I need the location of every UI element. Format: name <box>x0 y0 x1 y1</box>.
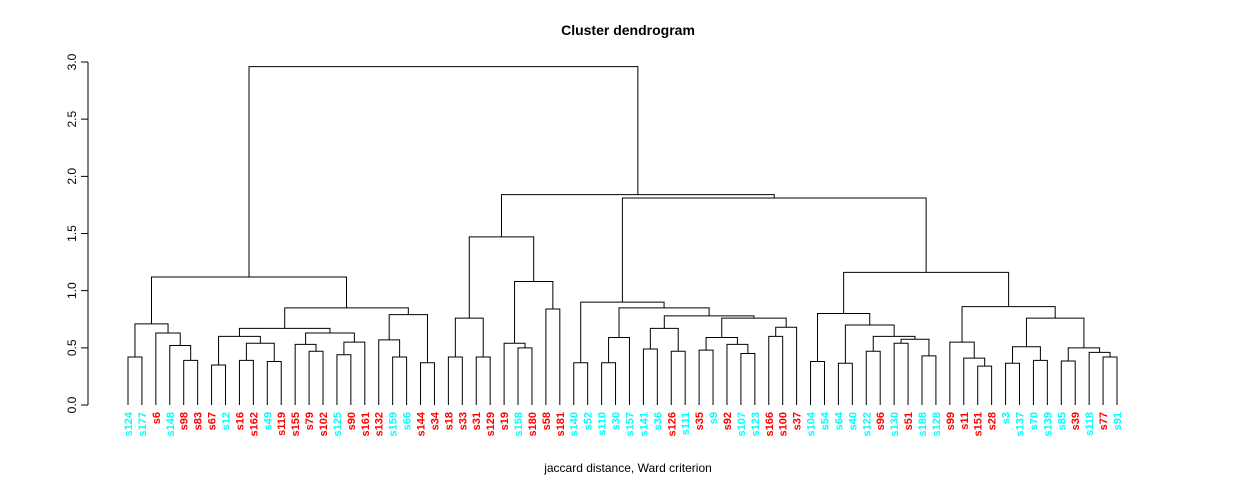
leaf-label: s85 <box>1056 412 1068 430</box>
leaf-label: s90 <box>346 412 358 430</box>
leaf-label: s39 <box>1070 412 1082 430</box>
leaf-label: s19 <box>499 412 511 430</box>
y-tick-label: 2.0 <box>65 168 79 185</box>
x-axis-label: jaccard distance, Ward criterion <box>544 461 712 475</box>
leaf-label: s51 <box>903 412 915 430</box>
leaf-label: s177 <box>137 412 149 436</box>
leaf-label: s181 <box>555 412 567 436</box>
leaf-label: s67 <box>207 412 219 430</box>
leaf-label: s70 <box>1028 412 1040 430</box>
leaf-label: s91 <box>1112 412 1124 430</box>
leaf-label: s9 <box>708 412 720 424</box>
y-tick-label: 2.5 <box>65 111 79 128</box>
leaf-label: s18 <box>443 412 455 430</box>
leaf-label: s141 <box>638 412 650 436</box>
y-tick-label: 0.5 <box>65 339 79 356</box>
leaf-label: s125 <box>332 412 344 436</box>
leaf-label: s34 <box>429 411 441 430</box>
y-axis: 0.0 0.5 1.0 1.5 2.0 2.5 3.0 <box>65 53 89 413</box>
leaf-label: s111 <box>680 412 692 435</box>
leaf-label: s148 <box>165 412 177 436</box>
leaf-label: s104 <box>806 411 818 436</box>
leaf-label: s11 <box>959 412 971 430</box>
leaf-label: s98 <box>179 412 191 430</box>
leaf-label: s126 <box>666 412 678 436</box>
leaf-label: s158 <box>513 412 525 436</box>
leaf-label: s66 <box>402 412 414 430</box>
leaf-label: s139 <box>1042 412 1054 436</box>
leaf-label: s99 <box>945 412 957 430</box>
leaf-label: s58 <box>541 412 553 430</box>
leaf-label: s40 <box>847 412 859 430</box>
leaf-label: s36 <box>652 412 664 430</box>
leaf-label: s12 <box>221 412 233 430</box>
leaf-label: s129 <box>485 412 497 436</box>
leaf-label: s16 <box>234 412 246 430</box>
leaf-label: s6 <box>151 412 163 424</box>
leaf-label: s166 <box>764 412 776 436</box>
leaf-label: s28 <box>987 412 999 430</box>
leaf-label: s107 <box>736 412 748 436</box>
leaf-label: s180 <box>527 412 539 436</box>
y-tick-label: 0.0 <box>65 396 79 413</box>
leaf-label: s79 <box>304 412 316 430</box>
leaf-label: s137 <box>1014 412 1026 436</box>
leaf-label: s140 <box>569 412 581 436</box>
leaf-label: s49 <box>262 412 274 430</box>
leaf-label: s77 <box>1098 412 1110 430</box>
leaf-labels: s124 s177 s6 s148 s98 s83 s67 s12 s16 s162 s49 s119… <box>123 411 1124 436</box>
leaf-label: s100 <box>778 412 790 436</box>
leaf-label: s33 <box>457 412 469 430</box>
leaf-label: s119 <box>276 412 288 436</box>
leaf-label: s144 <box>416 411 428 436</box>
y-tick-label: 3.0 <box>65 53 79 70</box>
leaf-label: s3 <box>1001 412 1013 424</box>
leaf-label: s37 <box>792 412 804 430</box>
leaf-label: s64 <box>833 411 845 430</box>
leaf-label: s157 <box>624 412 636 436</box>
dendrogram-tree-lines <box>127 66 1118 405</box>
leaf-label: s124 <box>123 411 135 436</box>
leaf-label: s54 <box>819 411 831 430</box>
leaf-label: s155 <box>290 412 302 436</box>
y-tick-label: 1.5 <box>65 225 79 242</box>
leaf-label: s118 <box>1084 412 1096 436</box>
leaf-label: s130 <box>889 412 901 436</box>
leaf-label: s123 <box>750 412 762 436</box>
leaf-label: s92 <box>722 412 734 430</box>
leaf-label: s162 <box>248 412 260 436</box>
leaf-label: s151 <box>973 412 985 436</box>
leaf-label: s122 <box>861 412 873 436</box>
leaf-label: s31 <box>471 412 483 430</box>
y-tick-label: 1.0 <box>65 282 79 299</box>
leaf-label: s96 <box>875 412 887 430</box>
leaf-label: s35 <box>694 412 706 430</box>
leaf-label: s161 <box>360 412 372 436</box>
leaf-label: s83 <box>193 412 205 430</box>
leaf-label: s102 <box>318 412 330 436</box>
leaf-label: s52 <box>583 412 595 430</box>
leaf-label: s30 <box>611 412 623 430</box>
leaf-label: s132 <box>374 412 386 436</box>
chart-title: Cluster dendrogram <box>561 22 695 38</box>
leaf-label: s128 <box>931 412 943 436</box>
leaf-label: s110 <box>597 412 609 436</box>
leaf-label: s188 <box>917 412 929 436</box>
leaf-label: s159 <box>388 412 400 436</box>
